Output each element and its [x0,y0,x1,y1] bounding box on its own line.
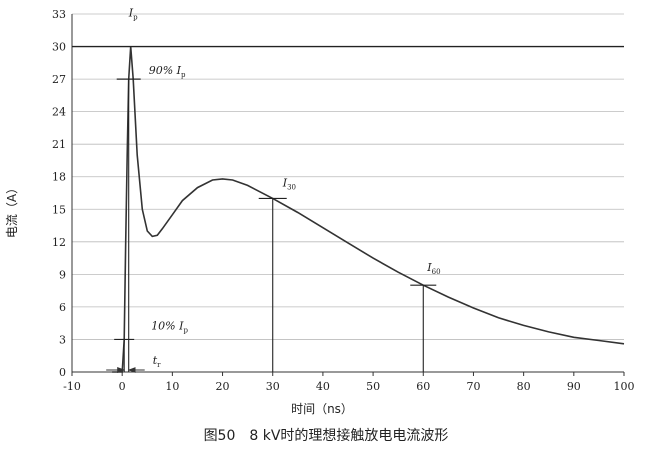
current-curve [112,46,625,373]
y-tick-label: 6 [59,301,66,314]
x-tick-label: 90 [567,380,581,393]
x-tick-label: 30 [266,380,280,393]
annotation-sub: p [133,14,138,22]
x-tick-label: 50 [366,380,380,393]
y-tick-label: 24 [52,106,66,119]
y-tick-label: 12 [52,236,66,249]
chart-title: 图50 8 kV时的理想接触放电电流波形 [204,427,449,444]
y-tick-label: 15 [52,203,66,216]
y-tick-label: 0 [59,366,66,379]
annotation-text: t [153,354,158,367]
annotation: I30 [282,176,296,191]
annotation-sub: 60 [432,268,441,276]
annotation: 10% Ip [151,319,188,334]
x-tick-label: 20 [216,380,230,393]
annotation-text: I [128,7,134,20]
annotation: tr [153,354,161,369]
y-tick-label: 3 [59,333,66,346]
annotation-text: 90% I [149,64,182,77]
y-tick-label: 21 [52,138,66,151]
annotation-text: 10% I [151,319,184,332]
x-tick-label: 100 [614,380,635,393]
y-tick-label: 33 [52,8,66,21]
annotation: 90% Ip [149,64,186,79]
y-tick-label: 27 [52,73,66,86]
annotation-sub: 30 [287,183,296,191]
x-tick-label: 70 [466,380,480,393]
annotation: Ip [128,7,138,22]
annotation-text: I [282,176,288,189]
annotation: I60 [426,261,440,276]
annotation-sub: r [157,361,161,369]
annotation-text: I [426,261,432,274]
x-tick-label: 80 [517,380,531,393]
x-tick-label: -10 [63,380,81,393]
y-tick-label: 9 [59,268,66,281]
y-tick-label: 30 [52,41,66,54]
y-tick-label: 18 [52,171,66,184]
y-axis-title: 电流（A） [5,182,19,238]
x-tick-label: 40 [316,380,330,393]
annotation-sub: p [183,326,188,334]
x-tick-label: 60 [416,380,430,393]
x-tick-label: 10 [165,380,179,393]
x-axis-title: 时间（ns） [291,402,353,416]
annotation-sub: p [181,71,186,79]
x-tick-label: 0 [119,380,126,393]
